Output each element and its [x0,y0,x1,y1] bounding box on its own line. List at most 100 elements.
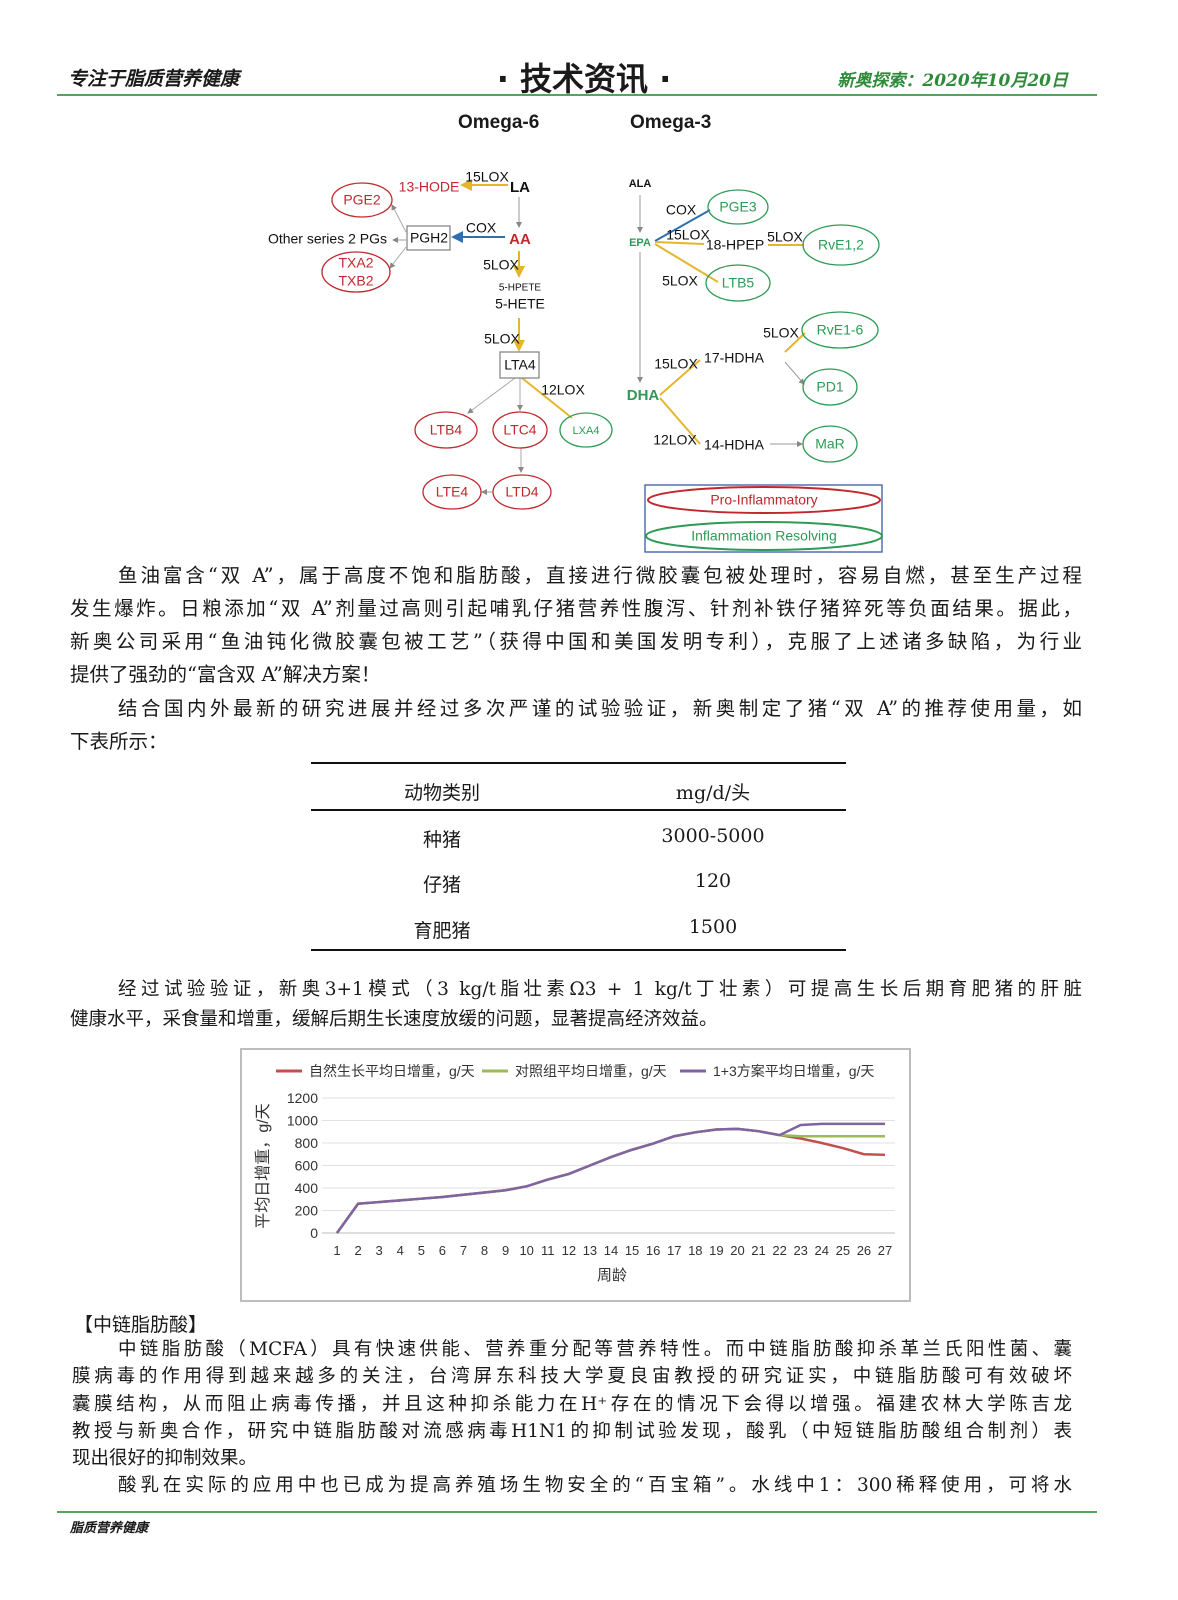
x-tick-label: 2 [354,1243,361,1258]
arrow-epa-18hpep [654,241,705,245]
y-tick-label: 1000 [287,1113,318,1129]
x-tick-label: 4 [397,1243,404,1258]
x-tick-label: 8 [481,1243,488,1258]
label-5lox-c3: 5LOX [763,325,799,341]
x-axis-title: 周龄 [597,1267,627,1284]
table-cell: 1500 [688,916,738,938]
lxa4-node [559,412,613,448]
label-15lox: 15LOX [465,169,509,185]
paragraph-recommendation: 结合国内外最新的研究进展并经过多次严谨的试验验证，新奥制定了猪“双 A”的推荐使… [70,692,1082,758]
rve16-node [801,311,879,349]
label-5hete: 5-HETE [495,296,545,312]
table-header-dose: mg/d/头 [675,782,751,804]
x-tick-label: 5 [418,1243,425,1258]
legend-box [644,484,883,553]
text-line: 酸乳在实际的应用中也已成为提高养殖场生物安全的“百宝箱”。水线中1：300稀释使… [118,1475,1072,1497]
footer-divider [57,1511,1097,1513]
y-tick-label: 0 [310,1225,318,1241]
x-tick-label: 21 [751,1243,765,1258]
x-tick-label: 15 [625,1243,639,1258]
y-tick-label: 1200 [287,1090,318,1106]
series-line [335,1122,885,1234]
label-12lox-3: 12LOX [653,432,697,448]
arrow-dha-14hdha [659,397,701,445]
text-line: 健康水平，采食量和增重，缓解后期生长速度放缓的问题，显著提高经济效益。 [70,1009,718,1030]
label-ltb4: LTB4 [430,422,463,438]
legend-label: 1+3方案平均日增重，g/天 [713,1063,874,1079]
table-cell: 120 [694,870,732,892]
mar-node [802,425,858,463]
paragraph-fish-oil: 鱼油富含“双 A”，属于高度不饱和脂肪酸，直接进行微胶囊包被处理时，容易自燃，甚… [70,559,1082,691]
ltb4-node [414,411,478,449]
table-top-rule [311,762,846,764]
label-la: LA [510,179,530,196]
x-tick-label: 11 [541,1243,555,1258]
label-18hpep: 18-HPEP [706,237,764,253]
label-ltc4: LTC4 [503,422,536,438]
lta4-box [499,351,540,379]
legend-resolving-ellipse [645,521,883,551]
label-pgh2: PGH2 [410,230,448,246]
text-line: 经过试验验证，新奥3+1模式（3 kg/t脂壮素Ω3 + 1 kg/t丁壮素）可… [118,979,1082,1000]
x-tick-label: 22 [772,1243,786,1258]
label-aa: AA [509,231,531,248]
x-tick-label: 12 [562,1243,576,1258]
arrow-17hdha-pd1 [784,361,805,385]
table-header-rule [311,809,846,811]
x-tick-label: 7 [460,1243,467,1258]
rve12-node [802,224,880,266]
x-tick-label: 26 [857,1243,871,1258]
x-tick-label: 16 [646,1243,660,1258]
label-dha: DHA [627,387,660,404]
x-tick-label: 20 [730,1243,744,1258]
omega3-title: Omega-3 [630,112,712,133]
pathway-diagram: LA 15LOX 13-HODE AA COX PGH2 Other serie… [268,169,883,553]
table-cell: 育肥猪 [413,920,471,942]
x-tick-label: 10 [519,1243,533,1258]
label-txb2: TXB2 [338,273,373,289]
label-rve12: RvE1,2 [818,237,864,253]
label-epa: EPA [629,237,651,249]
label-lte4: LTE4 [436,484,469,500]
arrow-lta4-ltb4 [467,377,516,414]
label-12lox: 12LOX [541,382,585,398]
label-15lox-a: 15LOX [666,227,710,243]
label-cox-3: COX [666,202,697,218]
label-15lox-b3: 15LOX [654,356,698,372]
x-tick-label: 9 [502,1243,509,1258]
legend-resolving-label: Inflammation Resolving [691,528,837,544]
label-13hode: 13-HODE [399,179,460,195]
header-date: 新奥探索：2020年10月20日 [837,71,1068,91]
label-14hdha: 14-HDHA [704,437,765,453]
header-divider [57,94,1097,96]
x-tick-label: 3 [376,1243,383,1258]
y-tick-label: 600 [295,1158,319,1174]
x-tick-label: 1 [333,1243,340,1258]
text-line: 膜病毒的作用得到越来越多的关注，台湾屏东科技大学夏良宙教授的研究证实，中链脂肪酸… [72,1366,1072,1388]
paragraph-mcfa: 中链脂肪酸（MCFA）具有快速供能、营养重分配等营养特性。而中链脂肪酸抑杀革兰氏… [72,1336,1072,1500]
text-line: 新奥公司采用“鱼油钝化微胶囊包被工艺”（获得中国和美国发明专利），克服了上述诸多… [70,630,1082,653]
pge2-node [331,182,393,218]
table-bottom-rule [311,949,846,951]
page-title: · 技术资讯 · [496,60,672,98]
arrow-lta4-lxa4 [521,377,573,419]
label-ala: ALA [629,178,652,190]
y-axis-title: 平均日增重，g/天 [254,1103,272,1228]
x-tick-label: 27 [878,1243,892,1258]
y-tick-label: 800 [295,1135,319,1151]
legend-pro-label: Pro-Inflammatory [710,492,817,508]
x-tick-label: 14 [604,1243,618,1258]
section-heading: 【中链脂肪酸】 [74,1314,208,1336]
label-5hpete: 5-HPETE [499,283,542,294]
txa2-node [321,251,391,293]
arrow-dha-17hdha [659,359,701,396]
y-tick-label: 400 [295,1180,319,1196]
x-tick-label: 24 [815,1243,829,1258]
label-ltb5: LTB5 [722,275,755,291]
legend-label: 自然生长平均日增重，g/天 [309,1063,475,1079]
text-line: 教授与新奥合作，研究中链脂肪酸对流感病毒H1N1的抑制试验发现，酸乳（中短链脂肪… [72,1420,1072,1442]
table-header-animal: 动物类别 [403,782,480,804]
table-cell: 3000-5000 [661,825,765,847]
pge3-node [707,189,769,225]
